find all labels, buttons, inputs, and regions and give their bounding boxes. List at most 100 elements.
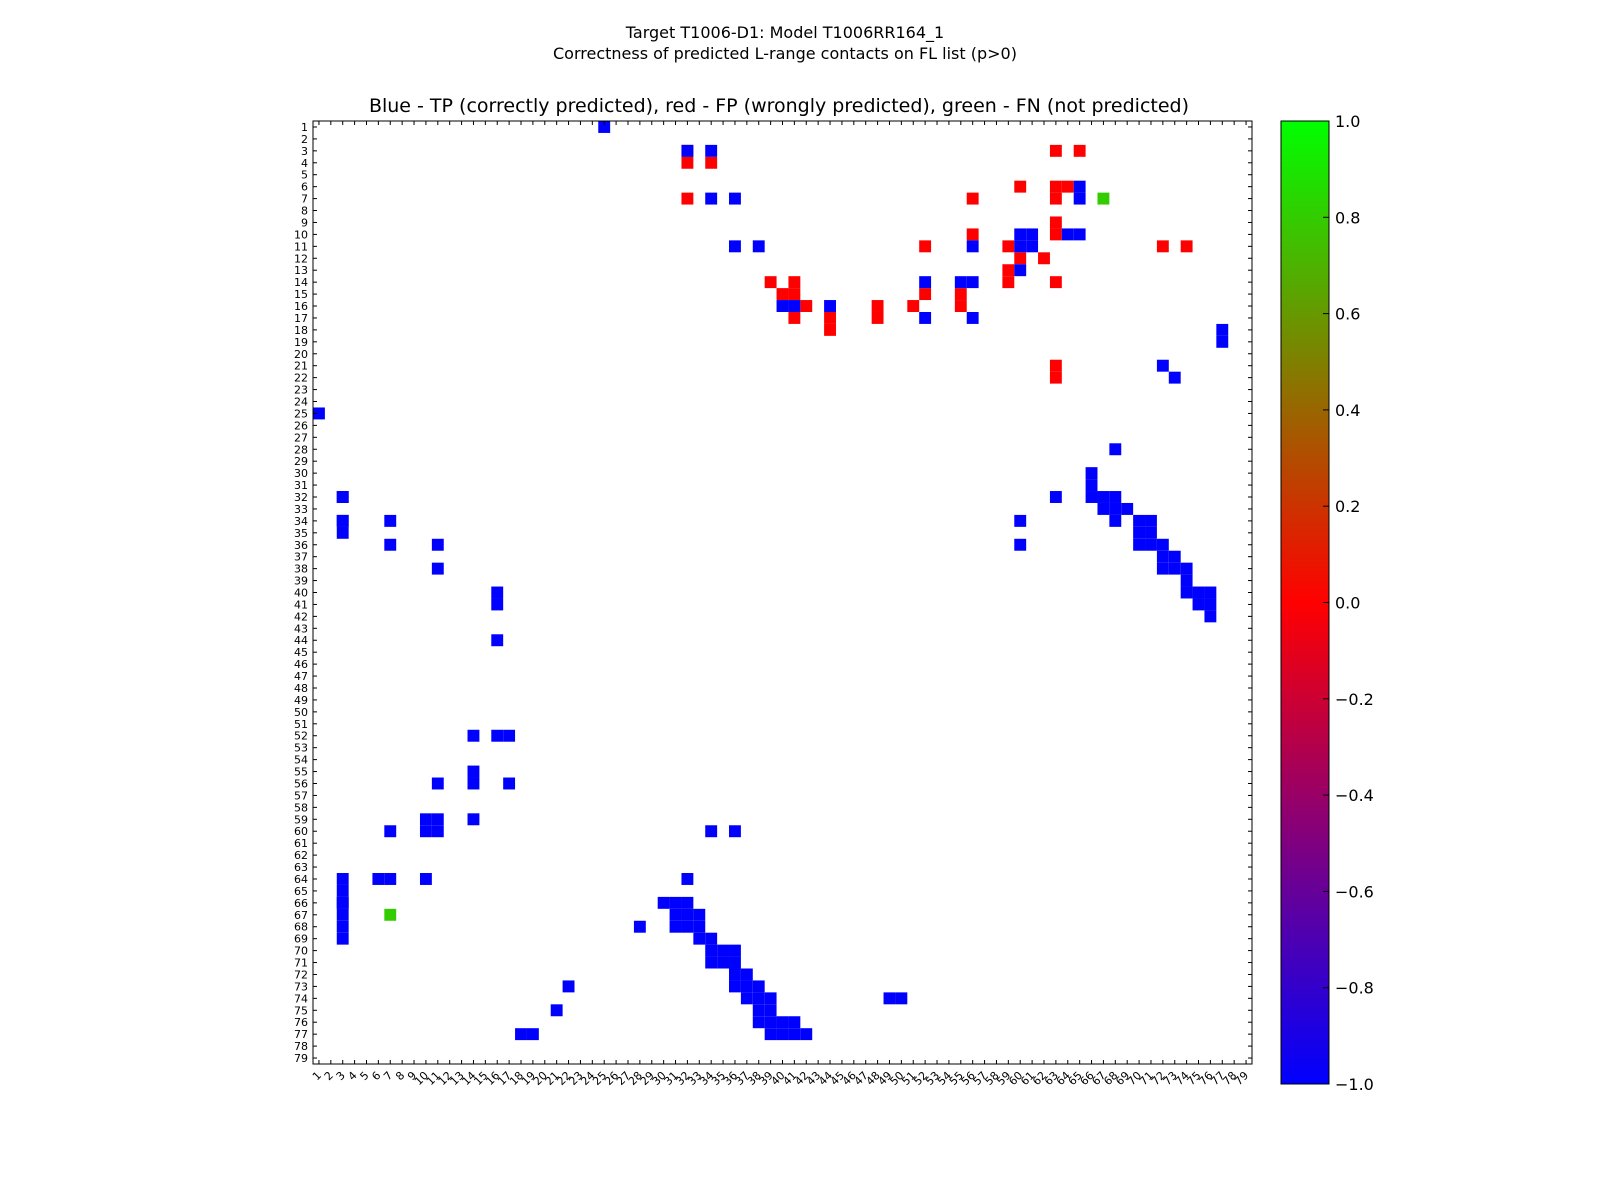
tp-cell: [824, 300, 836, 312]
y-tick-label: 51: [294, 718, 308, 731]
y-tick-label: 76: [294, 1016, 308, 1029]
tp-cell: [503, 777, 516, 790]
y-tick-label: 28: [294, 443, 308, 456]
tp-cell: [598, 121, 611, 133]
tp-cell: [919, 311, 932, 324]
tp-cell: [681, 908, 694, 921]
tp-cell: [681, 873, 694, 885]
colorbar-tick-label: −0.8: [1335, 979, 1374, 998]
tp-cell: [752, 1016, 765, 1029]
y-tick-label: 59: [294, 813, 308, 826]
tp-cell: [336, 896, 349, 909]
tp-cell: [431, 813, 444, 826]
y-tick-label: 30: [294, 467, 308, 480]
y-tick-label: 47: [294, 670, 308, 683]
tp-cell: [419, 813, 432, 826]
tp-cell: [1145, 526, 1157, 539]
colorbar-tick-label: −1.0: [1335, 1075, 1374, 1094]
y-tick-label: 48: [294, 682, 308, 695]
tp-cell: [384, 873, 397, 885]
fp-cell: [788, 288, 801, 301]
y-tick-label: 45: [294, 646, 308, 659]
colorbar: [1280, 120, 1330, 1085]
y-tick-label: 56: [294, 777, 308, 790]
tp-cell: [503, 729, 516, 742]
y-tick-label: 68: [294, 921, 308, 934]
colorbar-tick-label: 0.6: [1335, 305, 1360, 324]
colorbar-tick-label: 0.4: [1335, 401, 1360, 420]
y-tick-label: 1: [301, 121, 308, 134]
tp-cell: [336, 873, 349, 885]
y-tick-label: 41: [294, 598, 308, 611]
y-tick-label: 31: [294, 479, 308, 492]
tp-cell: [336, 920, 349, 933]
tp-cell: [681, 920, 694, 933]
fp-cell: [1061, 180, 1074, 193]
y-tick-label: 25: [294, 407, 308, 420]
tp-cell: [467, 777, 480, 790]
fp-cell: [788, 311, 801, 324]
tp-cell: [1109, 502, 1122, 515]
tp-cell: [729, 192, 741, 205]
tp-cell: [729, 240, 741, 253]
fp-cell: [705, 156, 718, 169]
fp-cell: [1049, 359, 1062, 372]
tp-cell: [717, 944, 730, 957]
tp-cell: [1085, 467, 1098, 480]
fp-cell: [919, 240, 932, 253]
tp-cell: [1180, 562, 1193, 575]
colorbar-tick-label: −0.2: [1335, 690, 1374, 709]
tp-cell: [1156, 550, 1169, 563]
tp-cell: [752, 1004, 765, 1017]
tp-cell: [1109, 443, 1122, 456]
y-tick-label: 3: [301, 145, 308, 158]
tp-cell: [705, 825, 718, 838]
y-tick-label: 40: [294, 587, 308, 600]
tp-cell: [1097, 491, 1110, 503]
y-tick-label: 43: [294, 622, 308, 635]
y-tick-label: 67: [294, 909, 308, 922]
y-tick-label: 36: [294, 539, 308, 552]
tp-cell: [1073, 180, 1086, 193]
tp-cell: [1133, 538, 1146, 551]
fp-cell: [966, 192, 979, 205]
tp-cell: [883, 992, 896, 1005]
y-tick-label: 78: [294, 1040, 308, 1053]
fp-cell: [1180, 240, 1193, 253]
tp-cell: [336, 932, 349, 945]
y-tick-label: 16: [294, 300, 308, 313]
tp-cell: [729, 825, 741, 838]
colorbar-tick-label: 0.8: [1335, 208, 1360, 227]
tp-cell: [1133, 514, 1146, 527]
tp-cell: [313, 407, 325, 420]
tp-cell: [491, 586, 504, 599]
y-tick-label: 11: [294, 240, 308, 253]
colorbar-tick-label: 1.0: [1335, 112, 1360, 131]
tp-cell: [669, 896, 682, 909]
y-tick-label: 46: [294, 658, 308, 671]
y-tick-label: 57: [294, 789, 308, 802]
tp-cell: [419, 825, 432, 838]
colorbar-ticks: 1.0 0.8 0.6 0.4 0.2 0.0 −0.2 −0.4 −0.6 −0.8 −1.0: [1323, 112, 1374, 1094]
y-tick-label: 75: [294, 1004, 308, 1017]
tp-cell: [788, 1028, 801, 1041]
tp-cell: [729, 956, 741, 969]
fp-cell: [1049, 144, 1062, 157]
y-tick-label: 10: [294, 228, 308, 241]
fp-cell: [1156, 240, 1169, 253]
tp-cell: [669, 908, 682, 921]
tp-cell: [491, 634, 504, 647]
tp-cell: [336, 884, 349, 897]
tp-cell: [467, 765, 480, 778]
fp-cell: [1073, 144, 1086, 157]
y-tick-label: 79: [294, 1052, 308, 1065]
y-tick-label: 12: [294, 252, 308, 265]
y-tick-label: 70: [294, 945, 308, 958]
y-tick-label: 54: [294, 754, 308, 767]
fp-cell: [1002, 240, 1015, 253]
fp-cell: [1049, 228, 1062, 241]
tp-cell: [491, 729, 504, 742]
y-tick-label: 2: [301, 133, 308, 146]
colorbar-tick-label: 0.2: [1335, 497, 1360, 516]
tp-cell: [431, 777, 444, 790]
